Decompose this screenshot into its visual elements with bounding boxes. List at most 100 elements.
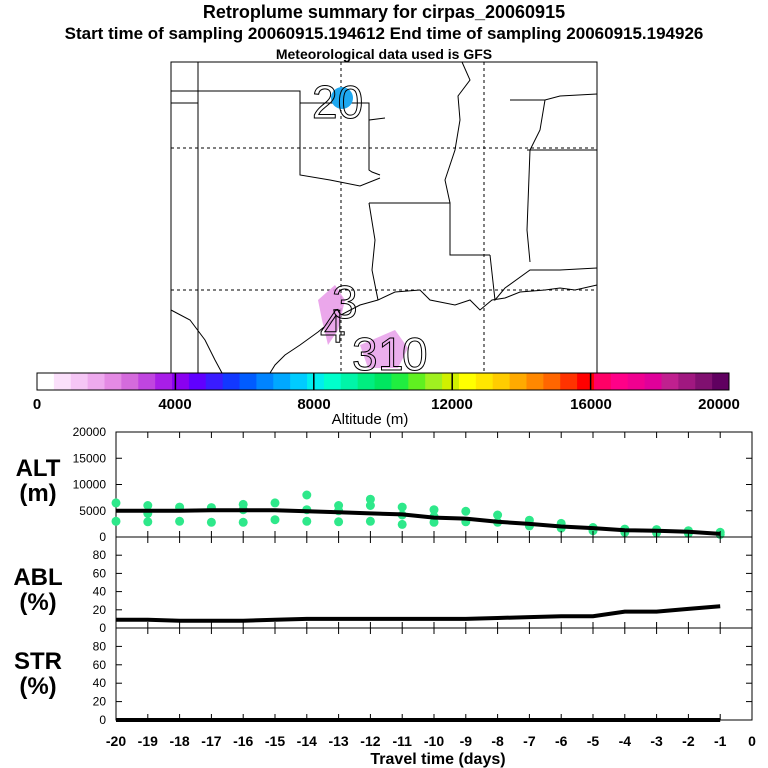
x-tick-label: -18 (169, 733, 189, 749)
alt-particle-point (397, 519, 407, 529)
colorbar-cell (712, 373, 730, 390)
colorbar-cell (492, 373, 511, 390)
y-tick-label: 5000 (79, 504, 106, 518)
abl-ylabel-line1: ABL (13, 564, 62, 591)
colorbar-cell (340, 373, 359, 390)
str-yticks: 80 60 40 20 0 (93, 639, 752, 727)
colorbar-cell (678, 373, 696, 390)
colorbar-cell (172, 373, 190, 390)
x-tick-label: -7 (523, 733, 536, 749)
x-tick-label: -20 (106, 733, 126, 749)
colorbar-cell (188, 373, 207, 390)
colorbar-cell (121, 373, 139, 390)
colorbar-cell (155, 373, 173, 390)
alt-particle-point (397, 502, 407, 512)
colorbar-cell (323, 373, 342, 390)
day-label: 3 (352, 328, 378, 380)
y-tick-label: 80 (93, 639, 107, 653)
y-tick-label: 60 (93, 658, 107, 672)
alt-particle-point (365, 501, 375, 510)
sampling-times: Start time of sampling 20060915.194612 E… (64, 24, 704, 43)
colorbar-cell (695, 373, 713, 390)
state-boundary (368, 202, 379, 301)
colorbar-cell (222, 373, 241, 390)
chart-title: Retroplume summary for cirpas_20060915 (202, 2, 566, 22)
alt-ylabel-line1: ALT (16, 455, 61, 482)
x-tick-label: -2 (682, 733, 695, 749)
alt-particle-point (493, 510, 503, 520)
colorbar-cell (425, 373, 443, 390)
str-panel-frame (115, 627, 753, 721)
colorbar-cell (138, 373, 156, 390)
colorbar-cells (37, 373, 730, 390)
y-tick-label: 60 (93, 566, 107, 580)
alt-particle-point (429, 517, 439, 527)
day-label: 3 (332, 276, 358, 328)
y-tick-label: 20 (93, 603, 107, 617)
x-tick-label: -1 (714, 733, 727, 749)
y-tick-label: 20 (93, 695, 107, 709)
colorbar-cell (475, 373, 494, 390)
colorbar-cell (87, 373, 106, 390)
state-boundary (444, 61, 471, 204)
colorbar-tick: 12000 (431, 396, 473, 413)
x-tick-label: -13 (328, 733, 348, 749)
day-label: 20 (312, 76, 363, 128)
alt-particle-point (461, 506, 471, 516)
met-data-note: Meteorological data used is GFS (275, 46, 493, 62)
plume-marker (331, 87, 353, 109)
day-labels: 20 3 4 3 1 0 (312, 76, 429, 381)
alt-xticks (115, 432, 753, 537)
x-tick-label: -8 (491, 733, 504, 749)
str-panel: STR (%) 80 60 40 20 0 (14, 627, 753, 727)
alt-ylabel-line2: (m) (19, 480, 56, 507)
colorbar-cell (526, 373, 544, 390)
x-tick-label: -6 (555, 733, 568, 749)
abl-line (116, 604, 721, 623)
colorbar-tick: 8000 (297, 396, 330, 413)
x-axis-title: Travel time (days) (370, 751, 505, 768)
y-tick-label: 10000 (73, 478, 107, 492)
colorbar-cell (408, 373, 426, 390)
alt-particle-point (238, 517, 248, 527)
abl-panel-frame (115, 536, 753, 629)
map-panel: 20 3 4 3 1 0 (170, 61, 598, 381)
x-tick-label: -4 (619, 733, 632, 749)
alt-particle-point (206, 517, 216, 527)
x-tick-label: -19 (138, 733, 158, 749)
alt-particle-point (270, 515, 280, 525)
map-graticule (171, 62, 597, 373)
altitude-colorbar: 0 4000 8000 12000 16000 20000 Altitude (… (33, 372, 740, 428)
alt-particle-point (429, 505, 439, 515)
x-tick-label: -16 (233, 733, 253, 749)
x-tick-label: -11 (392, 733, 412, 749)
alt-particle-point (302, 516, 312, 526)
colorbar-cell (290, 373, 308, 390)
colorbar-cell (509, 373, 527, 390)
colorbar-cell (610, 373, 629, 390)
alt-particle-point (365, 516, 375, 526)
y-tick-label: 40 (93, 585, 107, 599)
x-tick-label: -10 (424, 733, 444, 749)
colorbar-tick: 20000 (698, 396, 740, 413)
y-tick-label: 80 (93, 548, 107, 562)
alt-particle-point (270, 498, 280, 508)
y-tick-label: 20000 (73, 425, 107, 439)
x-tick-label: -5 (587, 733, 600, 749)
abl-panel: ABL (%) 80 60 40 20 0 (13, 536, 753, 635)
colorbar-tick: 16000 (570, 396, 612, 413)
day-label: 0 (402, 328, 428, 380)
colorbar-cell (307, 373, 325, 390)
y-tick-label: 0 (99, 621, 106, 635)
colorbar-cell (644, 373, 662, 390)
plume-marker (318, 285, 345, 345)
colorbar-ticks: 0 4000 8000 12000 16000 20000 (33, 396, 740, 413)
alt-particle-point (143, 501, 153, 510)
colorbar-cell (374, 373, 392, 390)
colorbar-cell (37, 373, 55, 390)
x-tick-label: -17 (201, 733, 221, 749)
str-ylabel-line1: STR (14, 648, 62, 675)
map-frame (170, 61, 598, 374)
state-boundary (369, 202, 490, 256)
